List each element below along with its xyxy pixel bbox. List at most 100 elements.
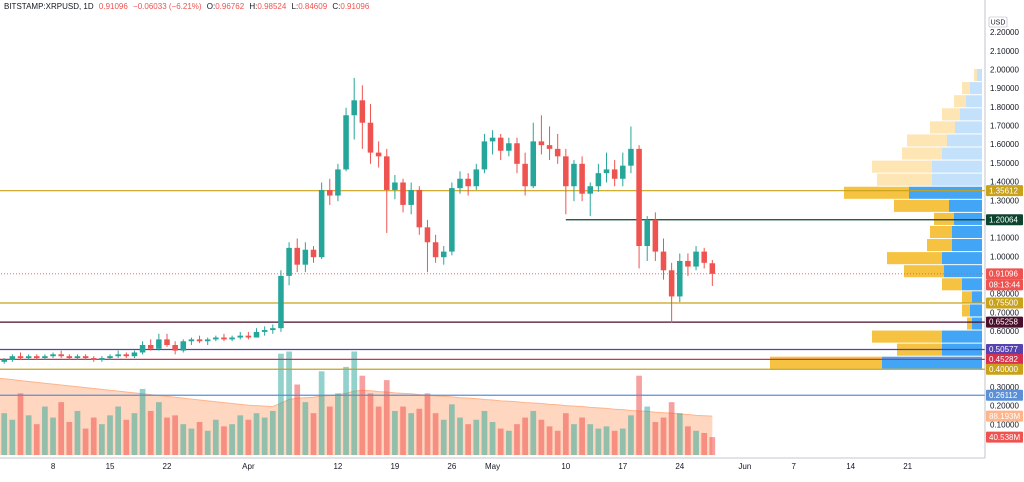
candle-body	[571, 163, 577, 187]
candle-body	[554, 148, 561, 157]
volume-bar	[212, 419, 219, 456]
volume-bar	[701, 432, 708, 456]
candle-body	[497, 137, 504, 151]
volume-bar	[237, 415, 244, 456]
volume-bar	[481, 410, 488, 456]
volume-bar	[139, 388, 146, 456]
volume-bar	[685, 426, 691, 456]
profile-up	[960, 108, 982, 121]
y-tick-label: 0.70000	[990, 308, 1019, 317]
candle-body	[644, 219, 650, 246]
volume-bar	[611, 430, 618, 456]
close-label: C:	[332, 2, 341, 11]
volume-bar	[449, 404, 455, 456]
volume-bar	[172, 415, 178, 456]
volume-label-box	[986, 431, 1023, 443]
profile-up	[944, 265, 982, 278]
candle-body	[253, 331, 260, 338]
level-label: 1.20064	[989, 215, 1018, 224]
x-tick-label: 24	[675, 462, 684, 471]
candle-body	[400, 182, 406, 205]
profile-down	[907, 134, 947, 147]
candle-body	[522, 163, 528, 187]
profile-up	[972, 291, 982, 304]
volume-bar	[1, 413, 8, 456]
level-label-box	[986, 363, 1023, 375]
volume-ma-label: 88.193M	[989, 412, 1020, 421]
profile-up	[962, 278, 982, 291]
profile-up	[972, 317, 982, 330]
profile-up	[942, 252, 982, 265]
profile-up	[970, 82, 982, 95]
volume-bar	[668, 402, 675, 456]
candle-body	[196, 339, 203, 342]
volume-bar	[375, 406, 382, 456]
volume-bar	[383, 380, 390, 456]
candle-body	[538, 141, 545, 146]
candle-body	[318, 189, 325, 258]
candle-body	[481, 141, 488, 170]
level-label: 0.26112	[989, 391, 1018, 400]
candle-body	[172, 344, 178, 351]
y-tick-label: 0.30000	[990, 383, 1019, 392]
volume-bar	[351, 351, 358, 456]
volume-bar	[619, 428, 626, 456]
candle-body	[595, 173, 602, 187]
volume-bar	[359, 375, 366, 456]
candle-body	[74, 356, 81, 359]
candle-body	[685, 260, 691, 267]
volume-bar	[628, 415, 634, 456]
x-tick-label: 14	[846, 462, 855, 471]
volume-bar	[74, 410, 81, 456]
candle-body	[25, 356, 32, 359]
y-tick-label: 1.30000	[990, 196, 1019, 205]
volume-bar	[595, 428, 602, 456]
profile-down	[887, 252, 942, 265]
profile-up	[932, 160, 982, 173]
volume-bar	[603, 426, 610, 456]
candle-body	[294, 247, 300, 265]
candle-body	[693, 251, 699, 267]
volume-bar	[636, 375, 642, 456]
volume-bar	[457, 417, 463, 456]
candle-body	[383, 156, 390, 190]
candle-body	[628, 148, 634, 166]
profile-down	[930, 121, 955, 134]
y-tick-label: 1.00000	[990, 252, 1019, 261]
y-tick-label: 0.10000	[990, 420, 1019, 429]
candle-body	[237, 335, 244, 338]
level-label: 0.65258	[989, 318, 1018, 327]
candle-body	[261, 330, 268, 332]
profile-up	[955, 121, 982, 134]
candle-body	[58, 354, 64, 357]
candle-body	[147, 344, 154, 349]
candle-body	[66, 356, 73, 359]
volume-bar	[66, 421, 73, 456]
countdown-box	[986, 279, 1023, 291]
volume-bar	[50, 417, 56, 456]
candle-body	[432, 242, 439, 258]
candle-body	[139, 344, 146, 353]
y-tick-label: 1.80000	[990, 103, 1019, 112]
last-price-label: 0.91096	[989, 269, 1018, 278]
candle-body	[50, 354, 56, 357]
profile-down	[872, 330, 942, 343]
volume-bar	[473, 419, 480, 456]
symbol: BITSTAMP:XRPUSD, 1D	[4, 2, 94, 11]
profile-up	[942, 147, 982, 160]
candle-body	[440, 251, 447, 258]
candle-body	[90, 358, 97, 360]
profile-down	[904, 265, 944, 278]
volume-bar	[310, 413, 317, 456]
volume-bar	[514, 424, 520, 456]
volume-bar	[538, 419, 545, 456]
profile-down	[770, 356, 882, 369]
high-label: H:	[249, 2, 258, 11]
level-label: 0.50577	[989, 345, 1018, 354]
volume-bar	[546, 426, 553, 456]
candle-body	[270, 328, 276, 331]
candle-body	[668, 270, 675, 297]
candle-body	[82, 356, 89, 359]
candle-body	[204, 339, 211, 342]
level-label: 1.35612	[989, 186, 1018, 195]
